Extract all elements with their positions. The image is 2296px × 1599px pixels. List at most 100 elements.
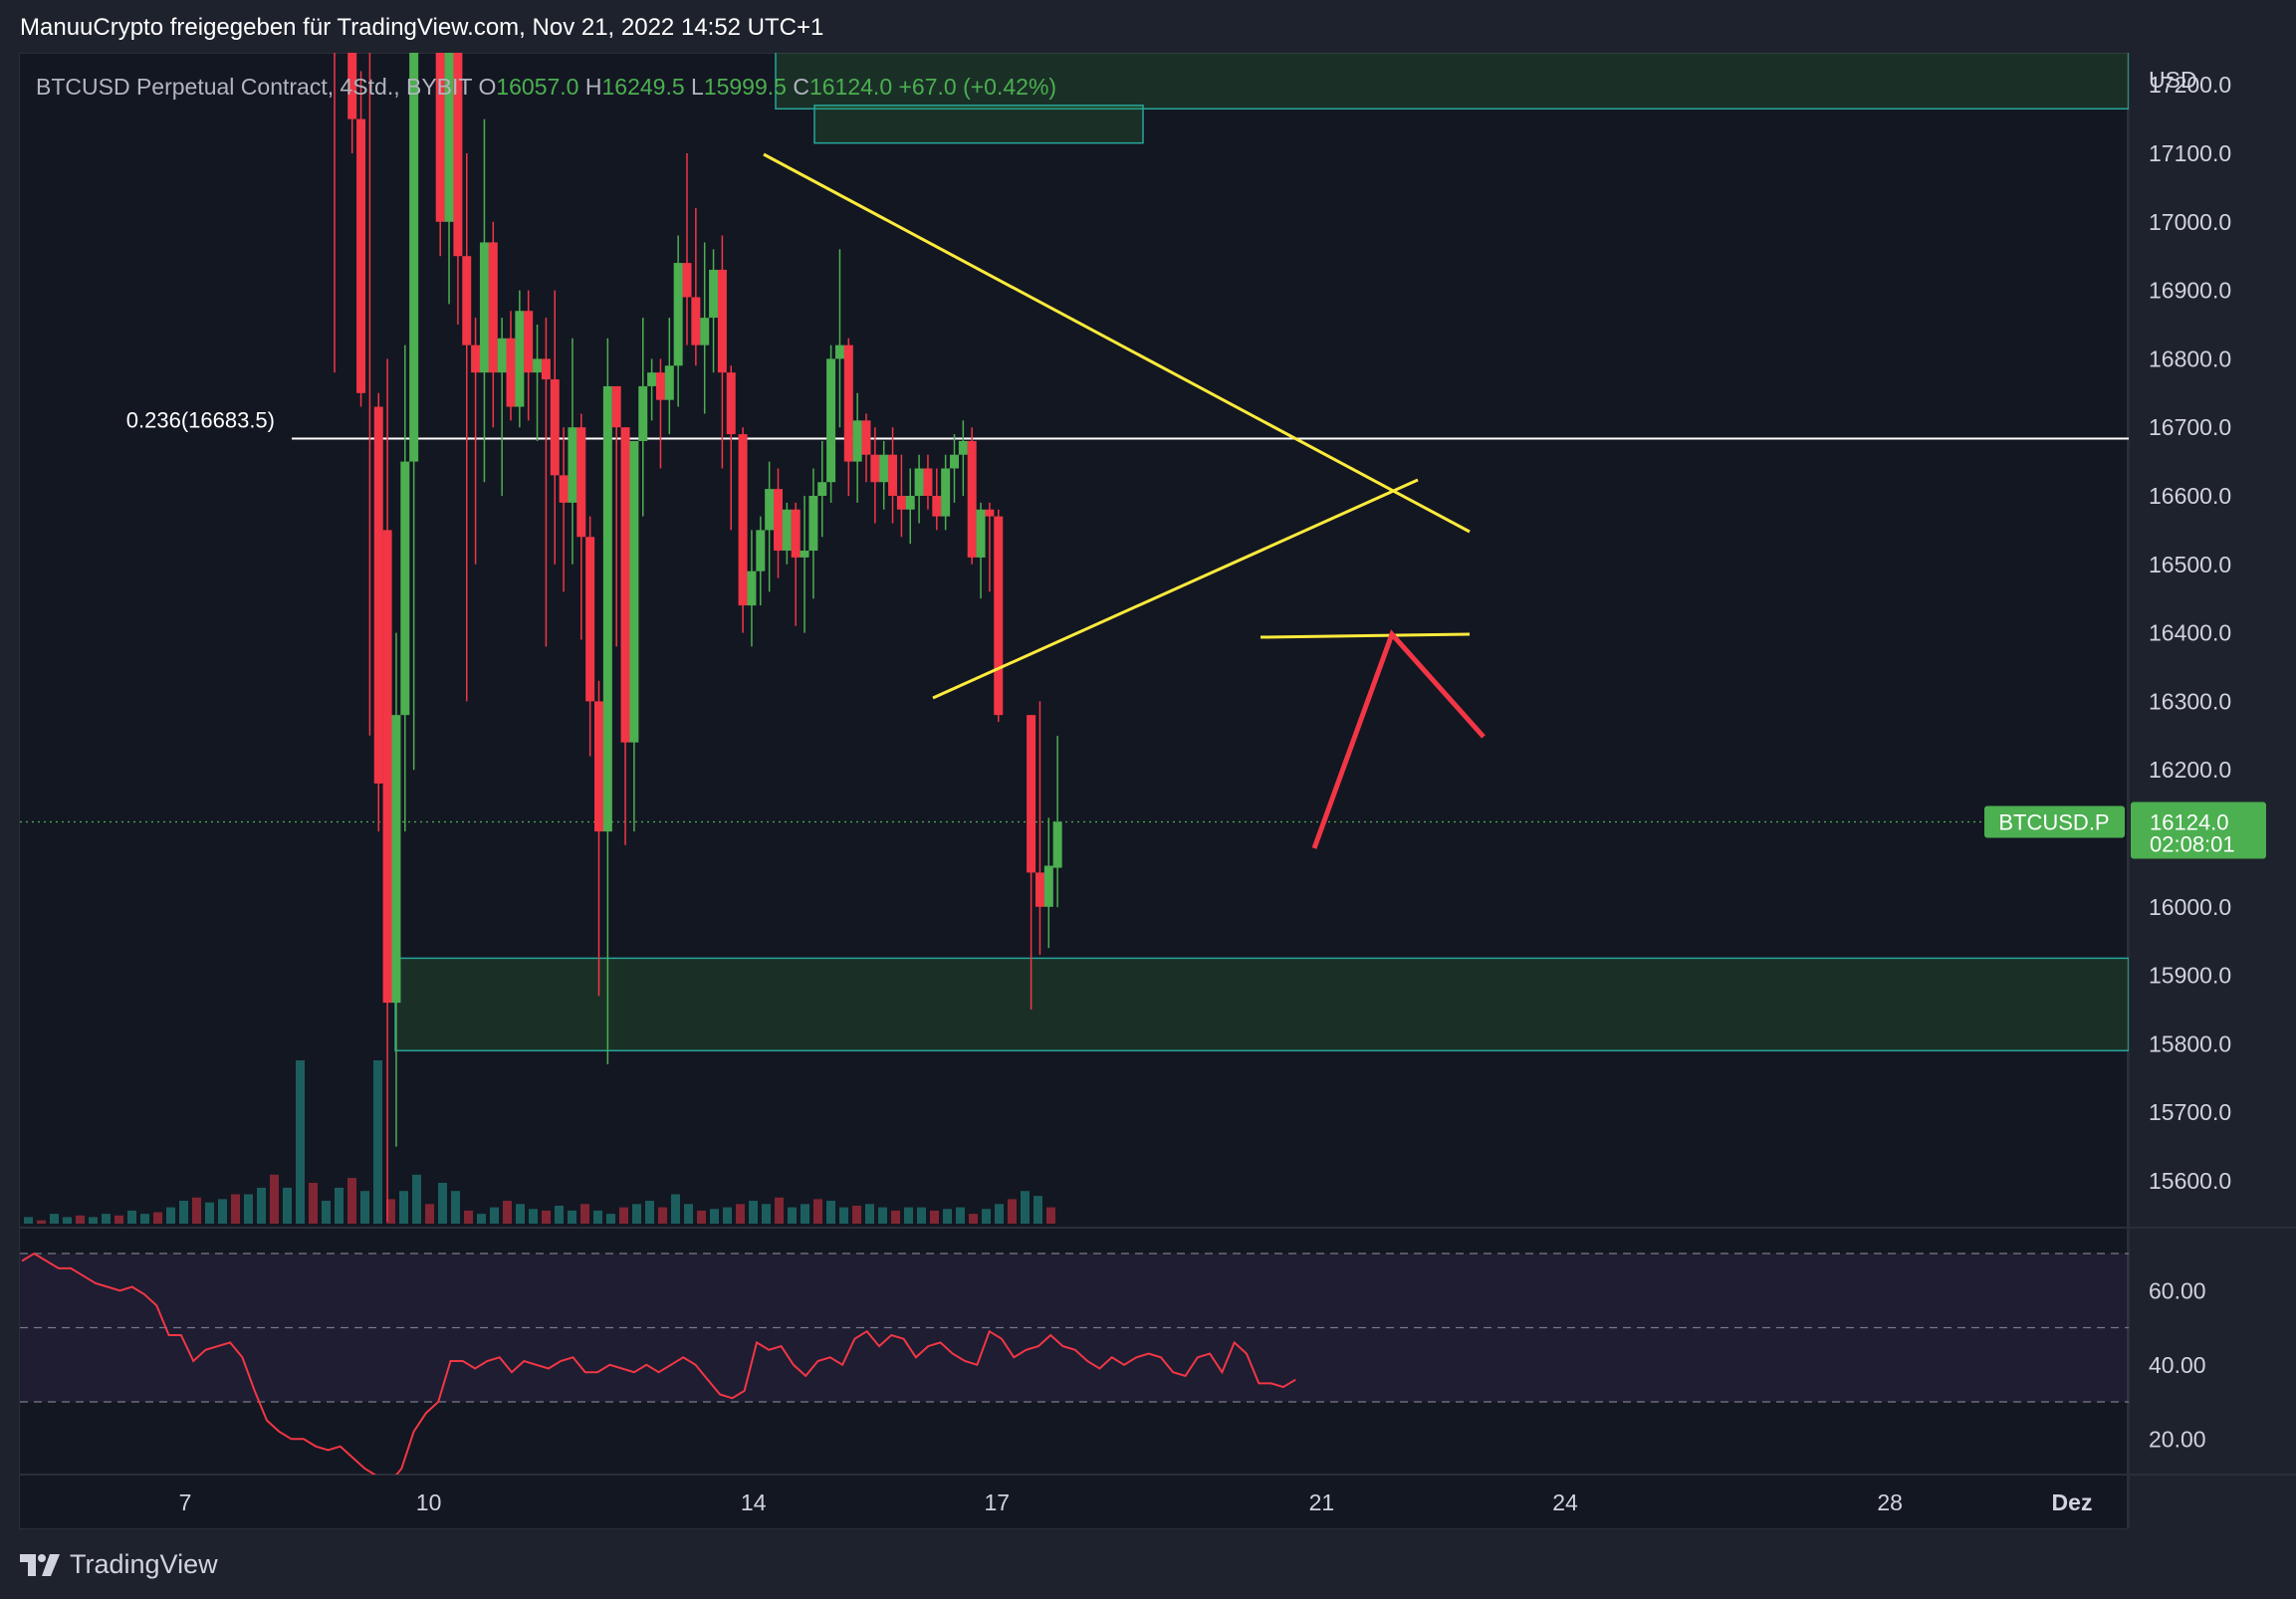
volume-bar xyxy=(904,1207,913,1224)
rsi-tick-label: 20.00 xyxy=(2149,1426,2206,1452)
volume-bar xyxy=(386,1199,395,1224)
volume-bar xyxy=(736,1204,745,1224)
volume-bar xyxy=(930,1210,939,1224)
candle-body xyxy=(834,344,844,359)
rsi-line xyxy=(21,1252,1296,1475)
legend-low-label: L xyxy=(691,74,704,100)
volume-bar xyxy=(115,1215,123,1224)
volume-bar xyxy=(801,1204,809,1224)
volume-bar xyxy=(464,1210,473,1224)
candle-body xyxy=(585,537,595,702)
volume-bar xyxy=(360,1191,369,1224)
price-tick-label: 16700.0 xyxy=(2149,414,2231,440)
volume-bar xyxy=(179,1201,188,1224)
candle-body xyxy=(373,406,383,784)
time-axis: 7 10 14 17 21 24 28 Dez xyxy=(179,1489,2093,1515)
candle-body xyxy=(826,358,836,483)
candle-body xyxy=(782,509,792,552)
volume-bar xyxy=(451,1191,460,1224)
time-tick-label: 28 xyxy=(1877,1489,1903,1515)
volume-bar xyxy=(37,1220,46,1224)
volume-bar xyxy=(917,1207,926,1224)
candle-body xyxy=(400,461,410,716)
volume-bar xyxy=(956,1207,965,1224)
price-tick-label: 16500.0 xyxy=(2149,552,2231,577)
volume-bar xyxy=(205,1202,214,1224)
volume-bar xyxy=(826,1201,835,1224)
candle-body xyxy=(506,338,516,407)
tradingview-logo[interactable]: TradingView xyxy=(20,1549,218,1580)
candle-body xyxy=(488,242,498,373)
volume-bar xyxy=(412,1174,421,1224)
candle-body xyxy=(409,53,419,462)
time-tick-label: Dez xyxy=(2052,1489,2093,1515)
candle-body xyxy=(852,420,862,462)
candle-body xyxy=(932,496,942,517)
candle-body xyxy=(738,434,748,606)
legend-change-value: +67.0 (+0.42%) xyxy=(898,74,1057,100)
candle-body xyxy=(800,551,809,558)
candle-body xyxy=(347,53,357,119)
candle-body xyxy=(765,489,775,531)
candle-body xyxy=(479,242,489,373)
candle-body xyxy=(647,372,657,386)
volume-bar xyxy=(231,1194,240,1224)
price-tick-label: 15800.0 xyxy=(2149,1030,2231,1056)
candle-body xyxy=(914,468,924,496)
candle-body xyxy=(515,311,525,407)
legend-open-label: O xyxy=(478,74,497,100)
volume-bar xyxy=(749,1201,758,1224)
candle-body xyxy=(958,440,968,455)
volume-bar xyxy=(192,1197,201,1224)
candle-body xyxy=(602,385,612,832)
legend-low-value: 15999.5 xyxy=(703,74,787,100)
candle-body xyxy=(888,454,898,496)
price-tick-label: 17100.0 xyxy=(2149,140,2231,166)
main-pane: 0.236(16683.5) xyxy=(20,53,2129,1224)
volume-bar xyxy=(503,1201,512,1224)
volume-bar xyxy=(697,1210,706,1224)
candle-body xyxy=(629,440,639,743)
candle-body xyxy=(533,358,543,373)
candle-body xyxy=(444,53,454,222)
candle-body xyxy=(524,311,534,373)
volume-bar xyxy=(1046,1207,1055,1224)
tradingview-brand: TradingView xyxy=(70,1549,218,1579)
volume-bar xyxy=(878,1207,887,1224)
symbol-tag-label: BTCUSD.P xyxy=(1998,809,2109,834)
zone-box xyxy=(775,53,2129,111)
time-tick-label: 14 xyxy=(741,1489,767,1515)
rsi-pane xyxy=(20,1252,2129,1475)
volume-bar xyxy=(865,1204,874,1224)
rsi-tick-label: 40.00 xyxy=(2149,1352,2206,1378)
candle-body xyxy=(905,496,915,510)
price-tick-label: 16300.0 xyxy=(2149,688,2231,714)
volume-bar xyxy=(63,1217,72,1224)
volume-bar xyxy=(891,1210,900,1224)
price-tick-label: 16200.0 xyxy=(2149,757,2231,783)
volume-bar xyxy=(438,1183,447,1224)
legend-close-label: C xyxy=(793,74,809,100)
volume-bar xyxy=(658,1207,667,1224)
candle-body xyxy=(976,509,986,558)
candle-body xyxy=(550,379,560,476)
volume-bar xyxy=(309,1183,318,1224)
volume-bar xyxy=(684,1204,693,1224)
projection-path xyxy=(1311,629,1486,849)
legend-symbol[interactable]: BTCUSD Perpetual Contract, 4Std., BYBIT xyxy=(36,74,473,100)
rsi-tick-label: 60.00 xyxy=(2149,1277,2206,1303)
volume-bar xyxy=(568,1210,576,1224)
volume-bar xyxy=(24,1217,33,1224)
price-tick-label: 17200.0 xyxy=(2149,72,2231,98)
volume-bar xyxy=(127,1210,136,1224)
candle-body xyxy=(435,53,445,222)
volume-bar xyxy=(166,1207,175,1224)
triangle-lower-trendline xyxy=(932,478,1419,700)
volume-bar xyxy=(943,1209,952,1224)
candle-body xyxy=(497,338,507,373)
tradingview-logo-icon xyxy=(20,1553,60,1576)
candle-body xyxy=(879,454,889,483)
volume-bar xyxy=(762,1204,771,1224)
volume-bar xyxy=(671,1194,680,1224)
